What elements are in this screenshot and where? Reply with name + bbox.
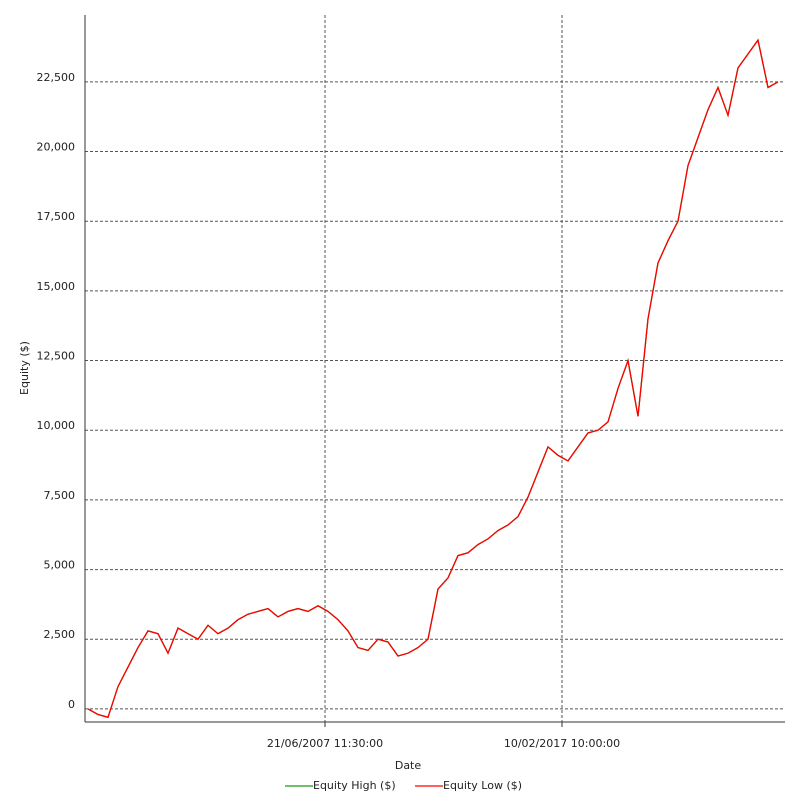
y-tick-label: 17,500 bbox=[37, 210, 76, 223]
legend-item: Equity Low ($) bbox=[415, 779, 522, 792]
legend-label: Equity Low ($) bbox=[443, 779, 522, 792]
legend-label: Equity High ($) bbox=[313, 779, 396, 792]
legend-item: Equity High ($) bbox=[285, 779, 396, 792]
x-tick-label: 10/02/2017 10:00:00 bbox=[504, 737, 620, 750]
line-series bbox=[87, 38, 779, 719]
y-tick-label: 20,000 bbox=[37, 141, 76, 154]
y-tick-label: 5,000 bbox=[44, 559, 76, 572]
y-tick-label: 12,500 bbox=[37, 350, 76, 363]
x-tick-label: 21/06/2007 11:30:00 bbox=[267, 737, 383, 750]
y-tick-label: 15,000 bbox=[37, 280, 76, 293]
y-tick-label: 7,500 bbox=[44, 489, 76, 502]
y-tick-label: 2,500 bbox=[44, 628, 76, 641]
y-tick-label: 22,500 bbox=[37, 71, 76, 84]
x-axis-label: Date bbox=[395, 759, 422, 772]
y-tick-label: 10,000 bbox=[37, 419, 76, 432]
y-tick-label: 0 bbox=[68, 698, 75, 711]
y-axis-label: Equity ($) bbox=[18, 341, 31, 395]
